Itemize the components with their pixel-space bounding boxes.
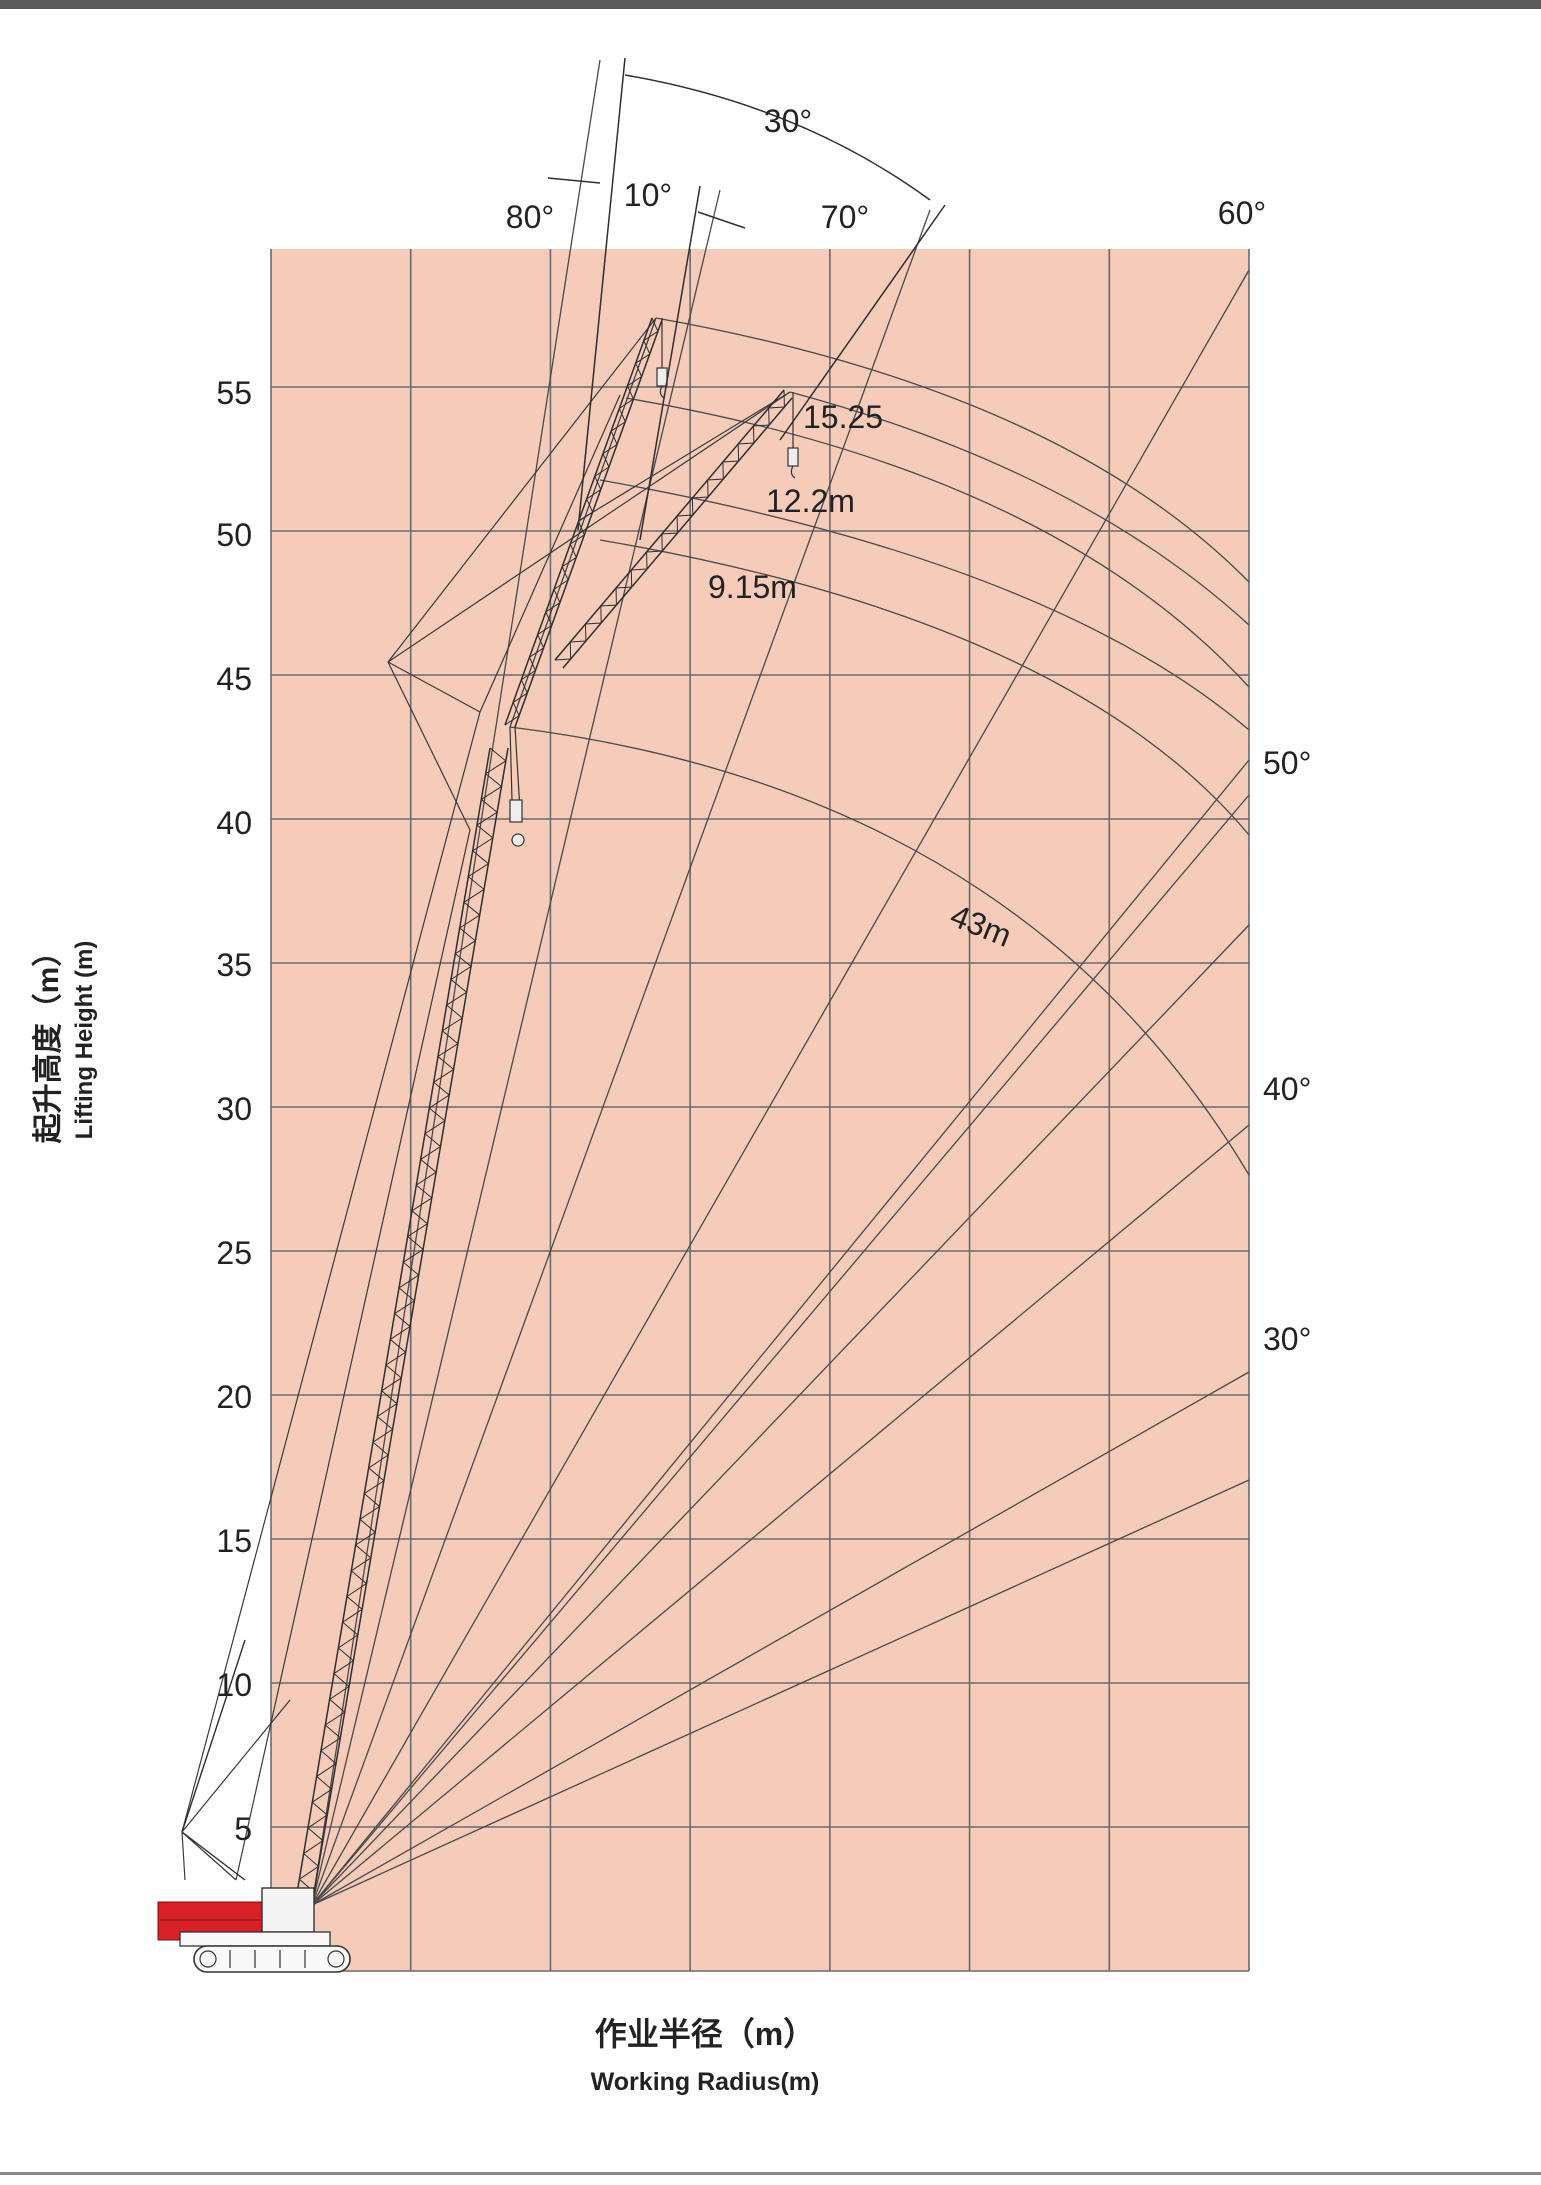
- jib-arc-2: [789, 391, 1250, 626]
- angle-ray: [311, 1479, 1250, 1906]
- y-tick-label: 40: [216, 805, 252, 841]
- angle-ray: [311, 924, 1250, 1906]
- boom-reach-arc: [509, 726, 1250, 1176]
- angle-ray: [311, 1124, 1250, 1906]
- angle-ray: [311, 59, 601, 1906]
- luffing-jib-30deg: [554, 389, 793, 669]
- jib-arc-1: [655, 317, 1250, 583]
- main-boom: [294, 747, 509, 1906]
- chart-area: [271, 249, 1249, 1971]
- angle-label-50: 50°: [1263, 745, 1311, 781]
- y-tick-label: 45: [216, 661, 252, 697]
- angle-label-40: 40°: [1263, 1071, 1311, 1107]
- jib-arc-5: [599, 539, 1250, 836]
- y-tick-label: 50: [216, 517, 252, 553]
- pendant-lines: [181, 317, 791, 1881]
- y-tick-label: 20: [216, 1379, 252, 1415]
- x-axis-label-en: Working Radius(m): [591, 2068, 820, 2096]
- jib-arc-4: [599, 479, 1250, 731]
- hook-jib-1: [656, 318, 668, 399]
- angle-label-70: 70°: [821, 199, 869, 235]
- y-tick-label: 25: [216, 1235, 252, 1271]
- jib-offset-markers: [547, 57, 946, 541]
- angle-ray: [311, 1371, 1250, 1906]
- y-axis-label-en: Lifting Height (m): [71, 941, 98, 1140]
- angle-ray: [311, 269, 1250, 1906]
- jib-offset-label-30: 30°: [764, 103, 812, 139]
- boom-angle-rays: [311, 59, 1250, 1906]
- top-border: [0, 0, 1541, 9]
- y-tick-label: 10: [216, 1667, 252, 1703]
- y-tick-label: 15: [216, 1523, 252, 1559]
- mast-strut: [181, 1639, 246, 1881]
- jib-length-9-15: 9.15m: [708, 569, 797, 605]
- angle-ray: [311, 794, 1250, 1906]
- jib-offset-label-10: 10°: [624, 177, 672, 213]
- y-axis-label-cn: 起升高度（m）: [31, 937, 65, 1144]
- cab: [261, 1887, 315, 1933]
- y-tick-label: 35: [216, 947, 252, 983]
- hook-main-boom: [509, 726, 525, 847]
- hook-jib-2: [787, 392, 799, 479]
- crawler-track: [193, 1945, 351, 1973]
- bottom-border: [0, 2172, 1541, 2175]
- upper-deck: [179, 1931, 331, 1947]
- angle-ray: [311, 759, 1250, 1906]
- jib-length-15-25: 15.25: [803, 399, 883, 435]
- angle-label-30: 30°: [1263, 1321, 1311, 1357]
- boom-angle-labels: 80° 70° 60° 50° 40° 30°: [506, 195, 1312, 1357]
- x-axis-label-cn: 作业半径（m）: [595, 2016, 815, 2052]
- crane-base: [157, 1887, 351, 1973]
- y-tick-labels: 5 10 15 20 25 30 35 40 45 50 55: [216, 375, 252, 1847]
- angle-ray: [311, 209, 931, 1906]
- jib-length-12-2: 12.2m: [766, 483, 855, 519]
- y-tick-label: 30: [216, 1091, 252, 1127]
- y-tick-label: 5: [234, 1811, 252, 1847]
- angle-label-60: 60°: [1218, 195, 1266, 231]
- y-tick-label: 55: [216, 375, 252, 411]
- angle-label-80: 80°: [506, 199, 554, 235]
- y-axis-label: 起升高度（m） Lifting Height (m): [31, 937, 98, 1144]
